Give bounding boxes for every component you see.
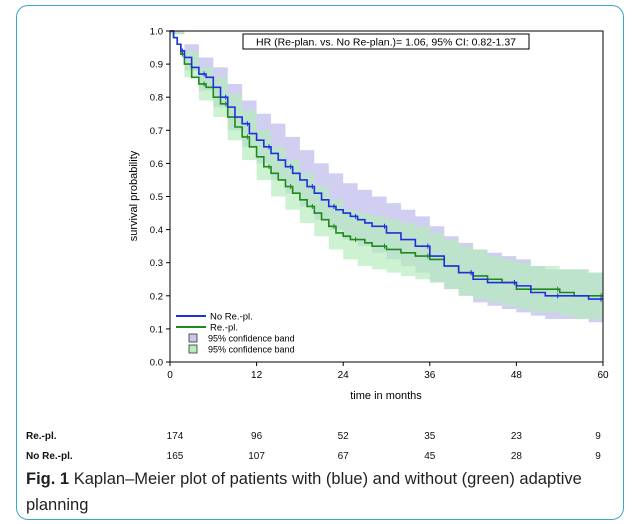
- y-tick-label: 0.5: [150, 192, 163, 203]
- y-tick-label: 0.6: [150, 159, 163, 170]
- y-tick-label: 0.8: [150, 93, 163, 104]
- y-tick-label: 0.4: [150, 225, 163, 236]
- risk-row-label: Re.-pl.: [26, 431, 57, 442]
- figure-frame: [16, 5, 624, 520]
- risk-count: 45: [424, 451, 436, 462]
- risk-row-label: No Re.-pl.: [26, 451, 73, 462]
- risk-count: 165: [166, 451, 184, 462]
- confidence-band-replan: [170, 31, 603, 319]
- risk-count: 96: [251, 431, 263, 442]
- y-axis-label: survival probability: [128, 150, 140, 241]
- legend-label: No Re.-pl.: [210, 312, 253, 323]
- y-tick-label: 0.3: [150, 258, 163, 269]
- figure-caption: Fig. 1 Kaplan–Meier plot of patients wit…: [26, 466, 616, 518]
- x-tick-label: 60: [597, 370, 609, 381]
- axes: 0.0 0.1 0.2 0.3 0.4 0.5 0.6 0.7 0.8 0.9 1.0 0 12 24 36…: [150, 27, 609, 382]
- x-tick-label: 0: [167, 370, 173, 381]
- risk-count: 67: [337, 451, 349, 462]
- annotation-text: HR (Re-plan. vs. No Re-plan.)= 1.06, 95%…: [256, 37, 516, 49]
- legend-label: 95% confidence band: [208, 334, 295, 344]
- legend: No Re.-pl.Re.-pl.95% confidence band95% …: [176, 312, 295, 355]
- risk-count: 52: [337, 431, 349, 442]
- y-tick-label: 0.1: [150, 324, 163, 335]
- risk-count: 23: [510, 431, 522, 442]
- x-tick-label: 12: [251, 370, 263, 381]
- legend-swatch-box: [188, 344, 198, 354]
- risk-count: 35: [424, 431, 436, 442]
- survival-curves: [170, 30, 603, 302]
- y-tick-label: 0.9: [150, 60, 163, 71]
- y-tick-label: 1.0: [150, 27, 163, 38]
- risk-count: 107: [248, 451, 265, 462]
- hazard-ratio-annotation: HR (Re-plan. vs. No Re-plan.)= 1.06, 95%…: [242, 33, 530, 50]
- x-tick-label: 48: [511, 370, 523, 381]
- confidence-bands: [170, 31, 603, 323]
- x-axis-label: time in months: [350, 390, 422, 402]
- risk-count: 28: [510, 451, 522, 462]
- curve-no-re-pl: [170, 30, 603, 300]
- risk-count: 9: [595, 451, 601, 462]
- y-tick-label: 0.2: [150, 291, 163, 302]
- caption-text: Kaplan–Meier plot of patients with (blue…: [26, 470, 582, 514]
- y-tick-label: 0.0: [150, 358, 163, 369]
- figure-label: Fig. 1: [26, 470, 70, 488]
- risk-count: 9: [595, 431, 601, 442]
- y-tick-label: 0.7: [150, 126, 163, 137]
- legend-label: 95% confidence band: [208, 345, 295, 355]
- kaplan-meier-chart: 0.0 0.1 0.2 0.3 0.4 0.5 0.6 0.7 0.8 0.9 1.0 0 12 24 36…: [128, 27, 609, 403]
- risk-count: 174: [166, 431, 184, 442]
- x-tick-label: 36: [424, 370, 436, 381]
- legend-swatch-box: [188, 333, 198, 343]
- x-tick-label: 24: [338, 370, 350, 381]
- legend-label: Re.-pl.: [210, 323, 238, 334]
- annotation-box: [242, 33, 530, 50]
